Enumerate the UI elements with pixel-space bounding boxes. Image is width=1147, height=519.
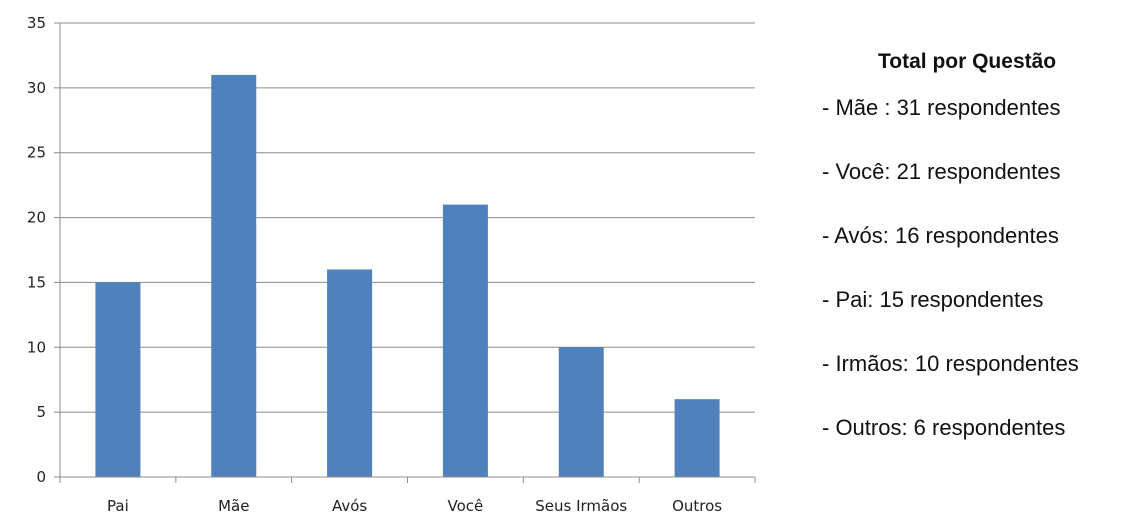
bar [327,269,373,477]
y-tick-label: 5 [36,403,46,421]
bar-chart: 0 5 10 15 20 25 30 35 Pai Mãe Avós Você Seus Irmãos… [27,14,756,515]
summary-item: - Você: 21 respondentes [822,159,1061,184]
bars [95,74,720,477]
summary-item: - Mãe : 31 respondentes [822,95,1061,120]
y-tick-label: 15 [27,273,46,291]
bar [95,282,141,477]
axes [54,22,756,483]
y-tick-label: 10 [27,338,46,356]
summary-item: - Avós: 16 respondentes [822,223,1059,248]
summary-item: - Pai: 15 respondentes [822,287,1044,312]
x-category-label: Mãe [218,497,249,515]
gridlines [60,22,755,413]
bar [558,347,604,477]
bar [211,74,257,477]
y-tick-label: 35 [27,14,46,32]
x-category-label: Pai [107,497,129,515]
x-category-label: Você [448,497,484,515]
bar [442,204,488,477]
x-category-labels: Pai Mãe Avós Você Seus Irmãos Outros [107,497,722,515]
y-tick-labels: 0 5 10 15 20 25 30 35 [27,14,46,486]
summary-title: Total por Questão [878,50,1057,73]
x-category-label: Seus Irmãos [535,497,627,515]
summary-item: - Irmãos: 10 respondentes [822,351,1079,376]
x-category-label: Outros [672,497,722,515]
summary-panel: Total por Questão - Mãe : 31 respondente… [822,40,1147,460]
summary-list: - Mãe : 31 respondentes - Você: 21 respo… [822,76,1147,460]
y-tick-label: 30 [27,79,46,97]
x-category-label: Avós [332,497,367,515]
y-tick-label: 0 [36,468,46,486]
summary-item: - Outros: 6 respondentes [822,415,1066,440]
y-tick-label: 25 [27,144,46,162]
bar [674,399,720,477]
y-tick-label: 20 [27,209,46,227]
